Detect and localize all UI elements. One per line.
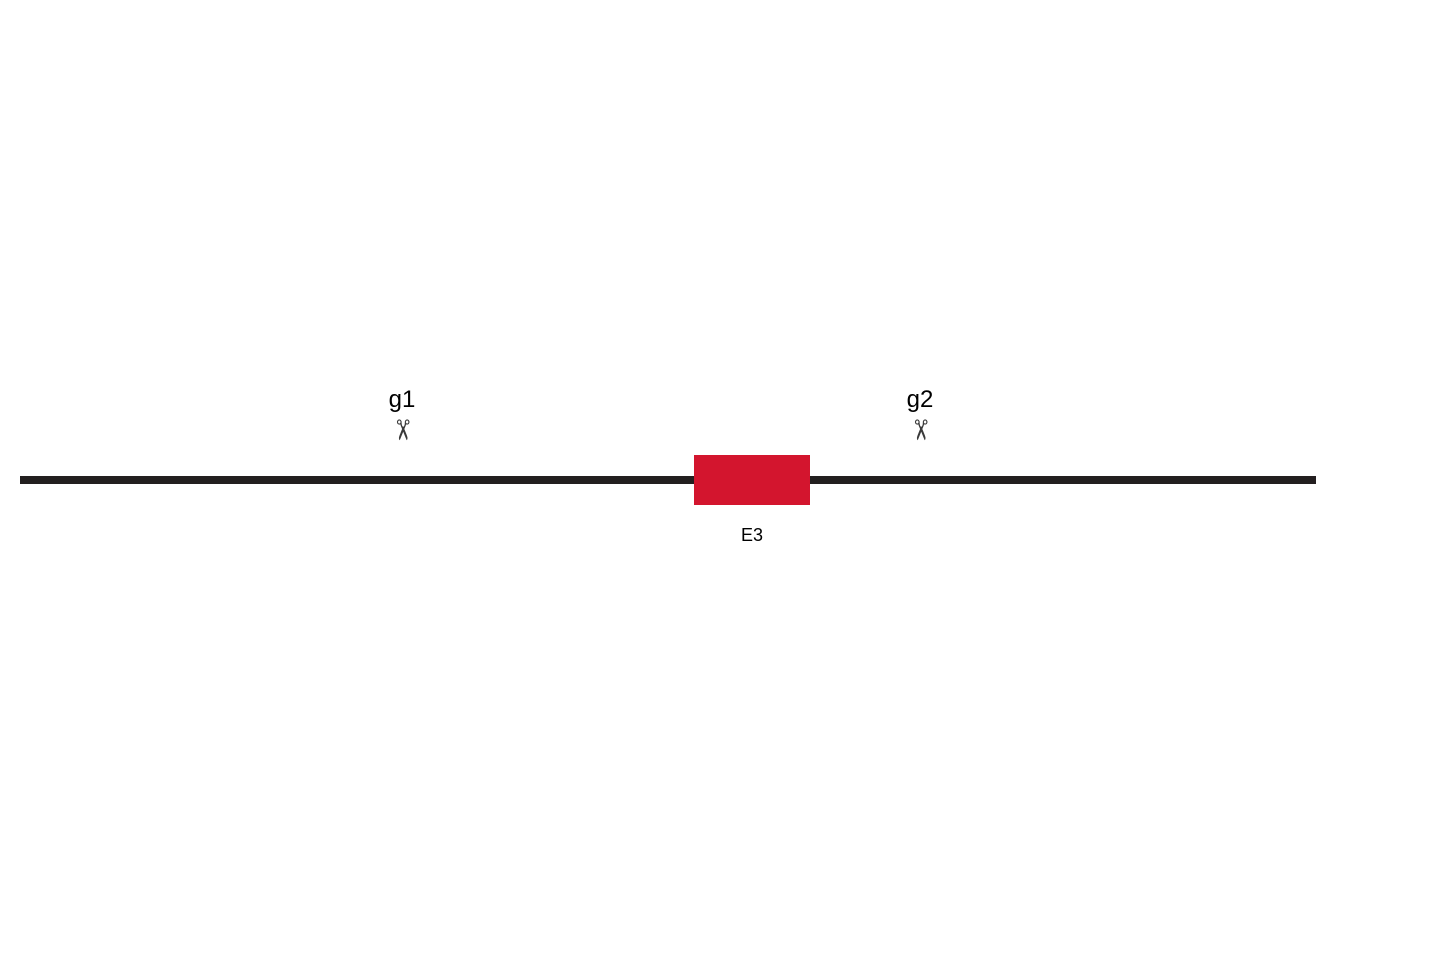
exon-box: [694, 455, 810, 505]
scissors-icon: ✂: [906, 418, 934, 441]
scissors-icon: ✂: [388, 418, 416, 441]
cut-site-g2-label: g2: [907, 386, 934, 414]
cut-site-g1-label: g1: [389, 386, 416, 414]
genomic-axis-line: [20, 476, 1316, 484]
exon-label: E3: [741, 525, 763, 546]
